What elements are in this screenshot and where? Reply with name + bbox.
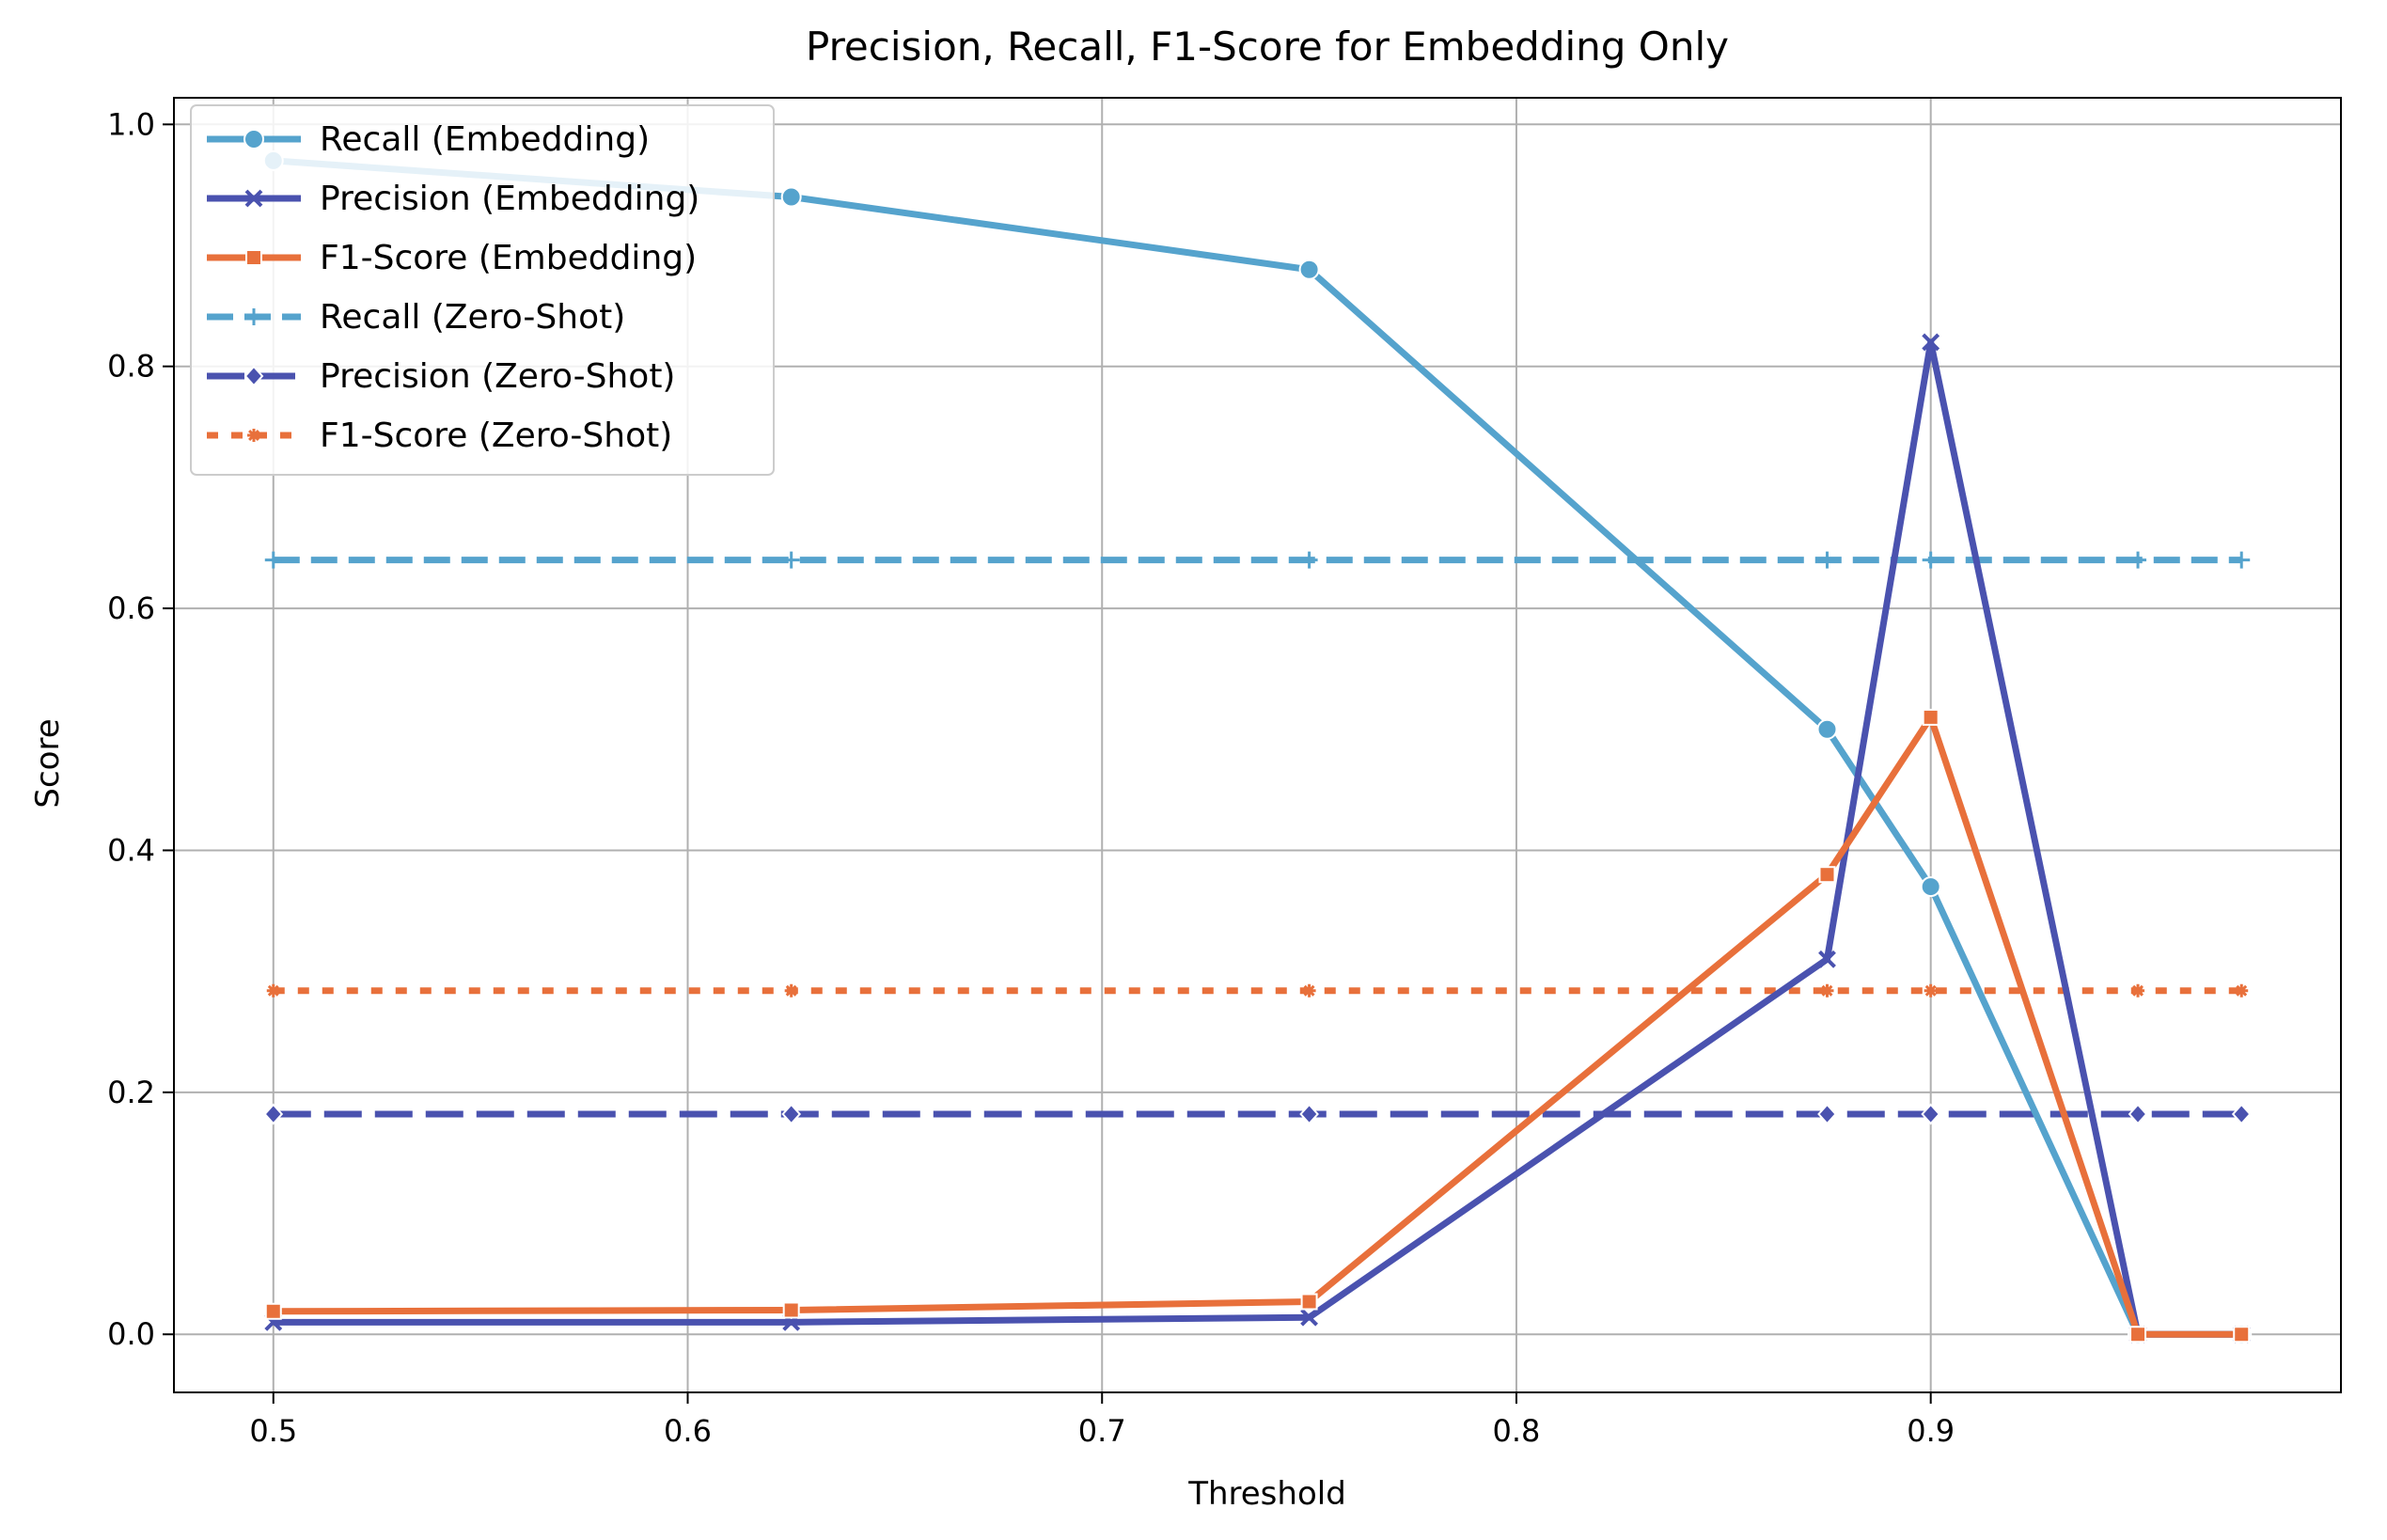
x-tick-label: 0.7: [1078, 1413, 1126, 1449]
data-point: [1817, 1103, 1837, 1125]
data-point: [1922, 551, 1939, 569]
ticks: 0.5 0.6 0.7 0.8 0.9 0.0 0.2 0.4 0.6 0.8 1.0: [107, 106, 1955, 1449]
data-point: [780, 186, 802, 208]
data-point: [2235, 983, 2249, 998]
series-f1-score-zero-shot: [266, 983, 2249, 998]
legend-item: Recall (Embedding): [207, 120, 650, 159]
data-point: [263, 1103, 284, 1125]
data-point: [1818, 866, 1836, 884]
data-point: [1922, 708, 1939, 726]
legend-item: F1-Score (Embedding): [207, 239, 697, 277]
legend-swatch-marker: [245, 249, 262, 266]
legend-label: F1-Score (Zero-Shot): [320, 416, 672, 455]
legend-item: F1-Score (Zero-Shot): [207, 416, 672, 455]
legend-swatch-marker: [245, 308, 262, 325]
y-axis-label: Score: [29, 718, 67, 808]
data-point: [782, 551, 800, 569]
data-point: [2131, 983, 2145, 998]
data-point: [2129, 1326, 2147, 1344]
data-point: [266, 983, 280, 998]
legend-box: [190, 104, 775, 476]
legend-label: Recall (Zero-Shot): [320, 298, 625, 337]
legend-item: Recall (Zero-Shot): [207, 298, 625, 337]
data-point: [1299, 1103, 1319, 1125]
x-axis-label: Threshold: [1187, 1475, 1346, 1513]
data-point: [784, 983, 798, 998]
x-tick-label: 0.8: [1493, 1413, 1541, 1449]
data-point: [1818, 950, 1836, 968]
y-tick-label: 0.4: [107, 832, 155, 868]
legend-swatch-marker: [243, 365, 264, 387]
series-layer: [262, 149, 2253, 1345]
data-point: [1302, 983, 1316, 998]
chart-title: Precision, Recall, F1-Score for Embeddin…: [806, 24, 1729, 70]
legend-swatch-marker: [244, 189, 263, 208]
data-point: [1816, 718, 1838, 740]
legend-label: Precision (Embedding): [320, 180, 699, 218]
data-point: [1920, 876, 1941, 898]
data-point: [1922, 333, 1940, 352]
plot-frame: [173, 97, 2342, 1393]
data-point: [1924, 983, 1938, 998]
series-precision-zero-shot: [263, 1103, 2252, 1125]
data-point: [1818, 551, 1836, 569]
legend-item: Precision (Embedding): [207, 180, 699, 218]
series-line: [273, 714, 2242, 1338]
data-point: [2128, 1103, 2148, 1125]
data-point: [2231, 1103, 2252, 1125]
data-point: [264, 1302, 282, 1320]
data-point: [1300, 1293, 1318, 1311]
data-point: [1300, 1308, 1319, 1327]
y-tick-label: 1.0: [107, 106, 155, 142]
x-tick-label: 0.6: [664, 1413, 712, 1449]
y-tick-label: 0.2: [107, 1075, 155, 1110]
data-point: [2233, 1326, 2251, 1344]
series-recall-zero-shot: [264, 551, 2251, 569]
series-precision-embedding: [264, 333, 2251, 1344]
legend: Recall (Embedding) Precision (Embedding) F…: [190, 104, 775, 476]
y-tick-label: 0.0: [107, 1316, 155, 1352]
data-point: [781, 1103, 802, 1125]
data-point: [1300, 551, 1318, 569]
data-point: [2129, 551, 2147, 569]
data-point: [782, 1301, 800, 1319]
data-point: [1921, 1103, 1941, 1125]
x-tick-label: 0.9: [1907, 1413, 1955, 1449]
legend-item: Precision (Zero-Shot): [207, 357, 675, 396]
legend-swatch-marker: [247, 429, 260, 442]
legend-label: Recall (Embedding): [320, 120, 650, 159]
data-point: [264, 551, 282, 569]
y-tick-label: 0.6: [107, 590, 155, 626]
data-point: [1820, 983, 1834, 998]
series-line: [273, 338, 2242, 1338]
legend-swatch-marker: [243, 129, 264, 149]
series-f1-score-embedding: [264, 708, 2251, 1344]
x-tick-label: 0.5: [249, 1413, 297, 1449]
data-point: [2233, 551, 2251, 569]
data-point: [1298, 259, 1320, 280]
legend-label: Precision (Zero-Shot): [320, 357, 675, 396]
y-tick-label: 0.8: [107, 349, 155, 385]
legend-label: F1-Score (Embedding): [320, 239, 697, 277]
